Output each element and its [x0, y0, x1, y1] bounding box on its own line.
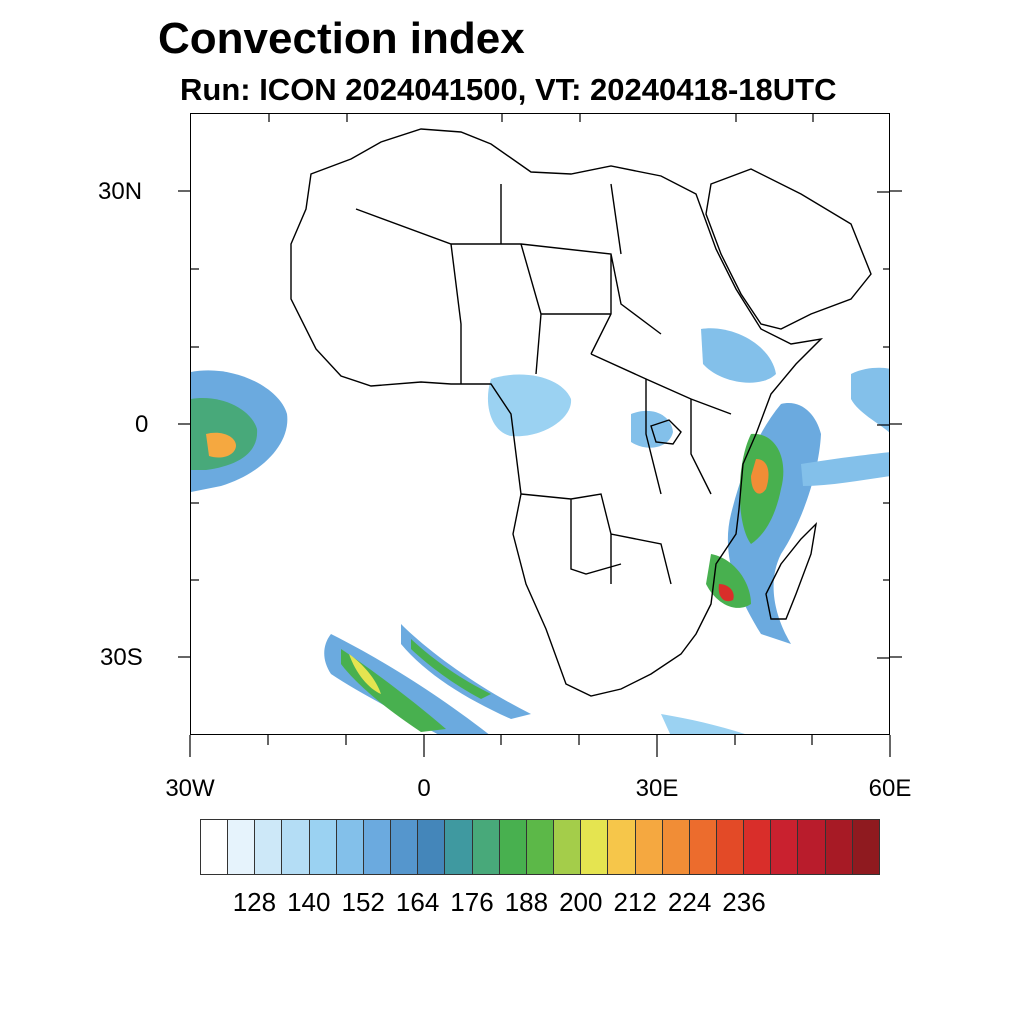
chart-title: Convection index [158, 14, 525, 63]
colorbar-label: 224 [667, 887, 712, 917]
lat-label-30n: 30N [98, 178, 143, 205]
colorbar-swatch [499, 820, 527, 874]
convection-area-atlantic-core [206, 432, 236, 458]
colorbar-swatch [581, 820, 609, 874]
colorbar-label: 176 [450, 887, 494, 917]
convection-area-south-atlantic-east-core [411, 639, 491, 699]
convection-area-indian-ocean [801, 452, 889, 486]
colorbar [200, 819, 880, 875]
lon-label-60e: 60E [868, 775, 912, 802]
convection-area-indian-ocean-north [851, 367, 889, 433]
colorbar-label: 140 [287, 887, 331, 917]
colorbar-swatch [744, 820, 772, 874]
convection-area-mozambique-core [718, 584, 734, 602]
lon-label-0: 0 [417, 775, 431, 802]
madagascar-outline [765, 521, 818, 620]
convection-area-south-atlantic-east [401, 624, 531, 719]
colorbar-label: 212 [613, 887, 657, 917]
colorbar-swatch [255, 820, 283, 874]
lat-label-30s: 30S [100, 644, 143, 671]
convection-area-south-atlantic [324, 634, 489, 734]
colorbar-swatch [798, 820, 826, 874]
colorbar-swatch [391, 820, 419, 874]
colorbar-swatch [418, 820, 446, 874]
lon-label-30e: 30E [635, 775, 679, 802]
map-ticks [191, 114, 889, 659]
colorbar-label: 152 [341, 887, 385, 917]
colorbar-label: 236 [722, 887, 766, 917]
colorbar-swatch [228, 820, 256, 874]
arabia-outline [705, 168, 872, 330]
africa-coastline [290, 128, 824, 697]
colorbar-swatch [363, 820, 392, 874]
colorbar-swatch [608, 820, 636, 874]
convection-area-horn [701, 328, 776, 383]
colorbar-label: 200 [559, 887, 603, 917]
colorbar-swatch [554, 820, 582, 874]
border-lines [355, 183, 732, 585]
lake-victoria [650, 419, 682, 445]
convection-area-south-atlantic-core [349, 654, 381, 694]
map-plot-area [190, 113, 890, 735]
convection-area-east-coast-core [751, 459, 769, 494]
colorbar-swatch [716, 820, 745, 874]
colorbar-label: 164 [395, 887, 440, 917]
colorbar-swatch [662, 820, 690, 874]
colorbar-swatch [445, 820, 473, 874]
colorbar-swatch [771, 820, 799, 874]
chart-subtitle: Run: ICON 2024041500, VT: 20240418-18UTC [180, 72, 837, 107]
colorbar-swatch [635, 820, 663, 874]
colorbar-swatch [689, 820, 717, 874]
colorbar-swatch [825, 820, 853, 874]
colorbar-swatch [526, 820, 555, 874]
convection-area-mozambique [706, 554, 751, 608]
colorbar-swatch [472, 820, 500, 874]
colorbar-swatch [201, 820, 229, 874]
lat-label-0: 0 [135, 411, 149, 438]
colorbar-swatch [282, 820, 310, 874]
colorbar-label: 128 [232, 887, 277, 917]
colorbar-label: 188 [504, 887, 549, 917]
colorbar-swatch [852, 820, 879, 874]
convection-area-south-atlantic-inner [341, 649, 446, 732]
coastlines-and-borders [290, 128, 872, 697]
convection-area-congo [487, 374, 572, 437]
convection-area-southeast [661, 714, 745, 734]
lon-label-30w: 30W [165, 775, 215, 802]
colorbar-swatch [309, 820, 337, 874]
outer-ticks [178, 190, 902, 757]
colorbar-swatch [336, 820, 364, 874]
